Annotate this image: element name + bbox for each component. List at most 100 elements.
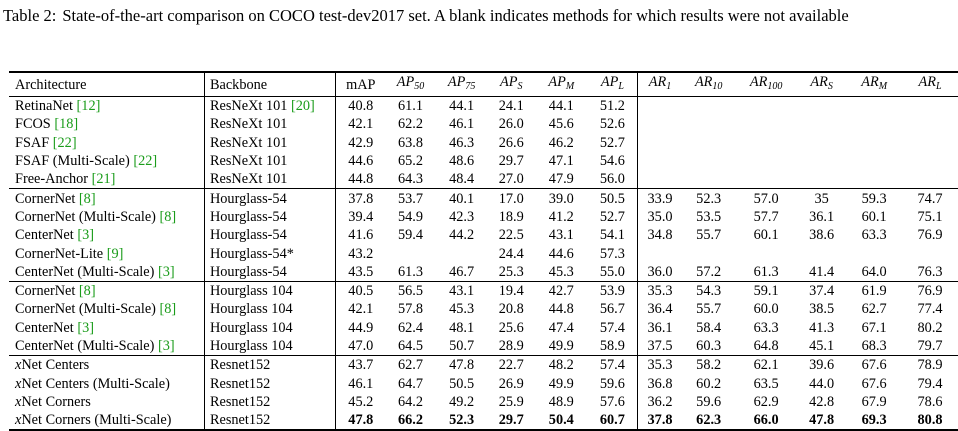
metric-cell: 48.2 [548,357,574,374]
metric-cell [846,134,902,152]
metric-cell [735,115,797,133]
architecture-cell: CornerNet (Multi-Scale) [8] [9,300,204,318]
col-backbone: Backbone [203,72,337,97]
backbone-name: Hourglass-54 [209,227,287,244]
col-ars: ARS [810,74,833,92]
architecture-cell: FSAF [22] [9,134,204,152]
metric-cell: 52.7 [599,208,625,225]
col-ar1: AR1 [636,72,683,97]
citation-link[interactable]: [3] [77,227,95,244]
backbone-name: Hourglass 104 [209,301,293,318]
metric-cell: 49.9 [548,375,574,392]
table-row: CenterNet (Multi-Scale) [3] Hourglass 104… [9,336,958,356]
metric-cell: 37.8 [348,190,374,207]
backbone-cell: Resnet152 [203,355,337,375]
backbone-cell: ResNeXt 101 [203,151,337,171]
metric-cell: 36.2 [636,392,683,412]
backbone-cell: ResNeXt 101 [203,170,337,189]
metric-cell: 18.9 [498,208,524,225]
arch-prefix: x [15,393,22,410]
backbone-cell: ResNeXt 101 [203,133,337,152]
metric-cell: 17.0 [498,190,524,207]
citation-link[interactable]: [20] [290,98,315,115]
metric-cell [682,152,735,170]
metric-cell: 67.6 [861,375,887,392]
metric-cell [902,170,958,189]
architecture-cell: CornerNet [8] [9,189,204,208]
backbone-name: Hourglass-54 [209,190,287,207]
arch-prefix: x [15,375,22,392]
metric-cell [636,244,683,263]
metric-cell [735,134,797,152]
citation-link[interactable]: [8] [159,301,177,318]
metric-cell: 62.1 [753,357,779,374]
metric-cell: 62.4 [397,319,424,336]
arch-name: FSAF [15,134,50,151]
metric-cell: 49.2 [449,393,475,410]
citation-link[interactable]: [8] [78,283,96,300]
citation-link[interactable]: [3] [157,338,175,354]
metric-cell: 41.2 [548,208,574,225]
citation-link[interactable]: [22] [133,153,158,170]
table-row: CornerNet (Multi-Scale) [8] Hourglass-54 3… [9,207,958,227]
metric-cell: 54.1 [599,227,625,244]
metric-cell: 24.4 [498,245,524,262]
backbone-cell: Hourglass-54 [203,262,337,282]
metric-cell: 35.3 [636,281,683,301]
table-group: RetinaNet [12] ResNeXt 101 [20] 40.8 61.1 44… [9,96,958,189]
metric-cell: 59.4 [397,227,424,244]
metric-cell: 80.2 [917,319,943,336]
citation-link[interactable]: [8] [159,208,177,225]
metric-cell [682,97,735,116]
metric-cell: 62.9 [753,393,779,410]
backbone-cell: Resnet152 [203,374,337,393]
metric-cell: 27.0 [498,171,524,188]
metric-cell [797,97,846,116]
citation-link[interactable]: [21] [91,171,116,188]
metric-cell: 63.8 [397,134,424,151]
table-row: FSAF (Multi-Scale) [22] ResNeXt 101 44.6 65… [9,151,958,171]
metric-cell [846,244,902,262]
citation-link[interactable]: [18] [54,116,79,133]
metric-cell: 44.2 [449,227,475,244]
backbone-cell: Resnet152 [203,411,337,431]
citation-link[interactable]: [8] [78,190,96,207]
metric-cell: 61.1 [397,98,424,115]
metric-cell: 34.8 [636,226,683,245]
metric-cell [846,115,902,133]
citation-link[interactable]: [3] [157,263,175,280]
metric-cell: 63.3 [861,227,887,244]
metric-cell: 60.7 [599,412,625,429]
metric-cell: 37.8 [636,411,683,431]
metric-cell [902,97,958,116]
metric-cell: 61.3 [753,263,779,280]
metric-cell [682,244,735,262]
backbone-name: ResNeXt 101 [209,134,288,151]
metric-cell: 45.1 [809,338,835,354]
architecture-cell: CornerNet-Lite [9] [9,244,204,262]
metric-cell: 57.7 [753,208,779,225]
metric-cell: 45.6 [548,116,574,133]
architecture-cell: CenterNet [3] [9,319,204,337]
metric-cell: 41.6 [348,227,374,244]
metric-cell [735,97,797,116]
metric-cell: 59.1 [753,283,779,300]
metric-cell: 38.6 [809,227,835,244]
architecture-cell: RetinaNet [12] [9,97,204,116]
metric-cell: 48.1 [449,319,475,336]
metric-cell: 25.9 [498,393,524,410]
metric-cell: 45.3 [548,263,574,280]
caption-text: State-of-the-art comparison on COCO test… [62,6,849,25]
citation-link[interactable]: [3] [77,319,95,336]
citation-link[interactable]: [9] [106,245,124,262]
metric-cell: 62.3 [696,412,722,429]
metric-cell: 42.9 [348,134,374,151]
table-row: xNet Corners (Multi-Scale) Resnet152 47.8 6… [9,411,958,431]
col-arm: ARM [861,74,888,92]
metric-cell: 59.6 [599,375,625,392]
citation-link[interactable]: [22] [52,134,77,151]
metric-cell [682,170,735,189]
metric-cell: 47.8 [809,412,835,429]
arch-name: CenterNet [15,227,74,244]
citation-link[interactable]: [12] [76,98,101,115]
